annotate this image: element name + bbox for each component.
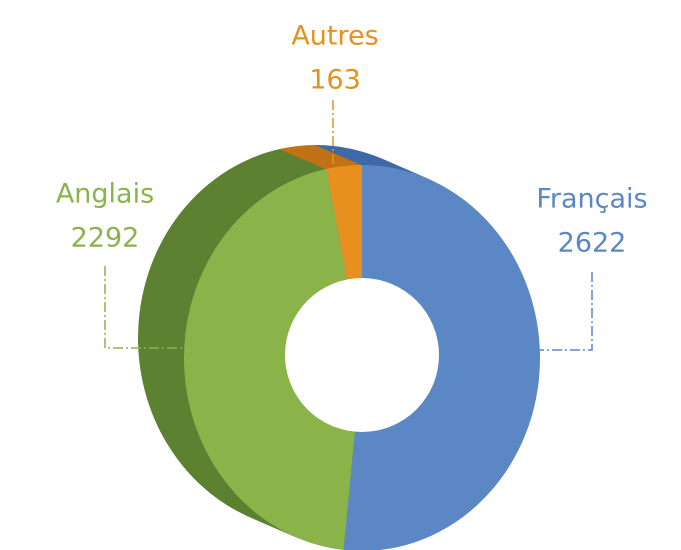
value-label: 2292 xyxy=(71,223,140,254)
slice xyxy=(343,165,540,550)
slice-label: Anglais xyxy=(56,179,154,210)
leader-line xyxy=(460,272,593,351)
slice-label: Français xyxy=(536,184,647,215)
value-label: 2622 xyxy=(558,228,627,259)
donut-hole xyxy=(285,278,439,432)
slice xyxy=(184,168,362,550)
value-label: 163 xyxy=(309,65,361,96)
slice-label: Autres xyxy=(291,21,378,52)
leader-line xyxy=(104,266,230,349)
